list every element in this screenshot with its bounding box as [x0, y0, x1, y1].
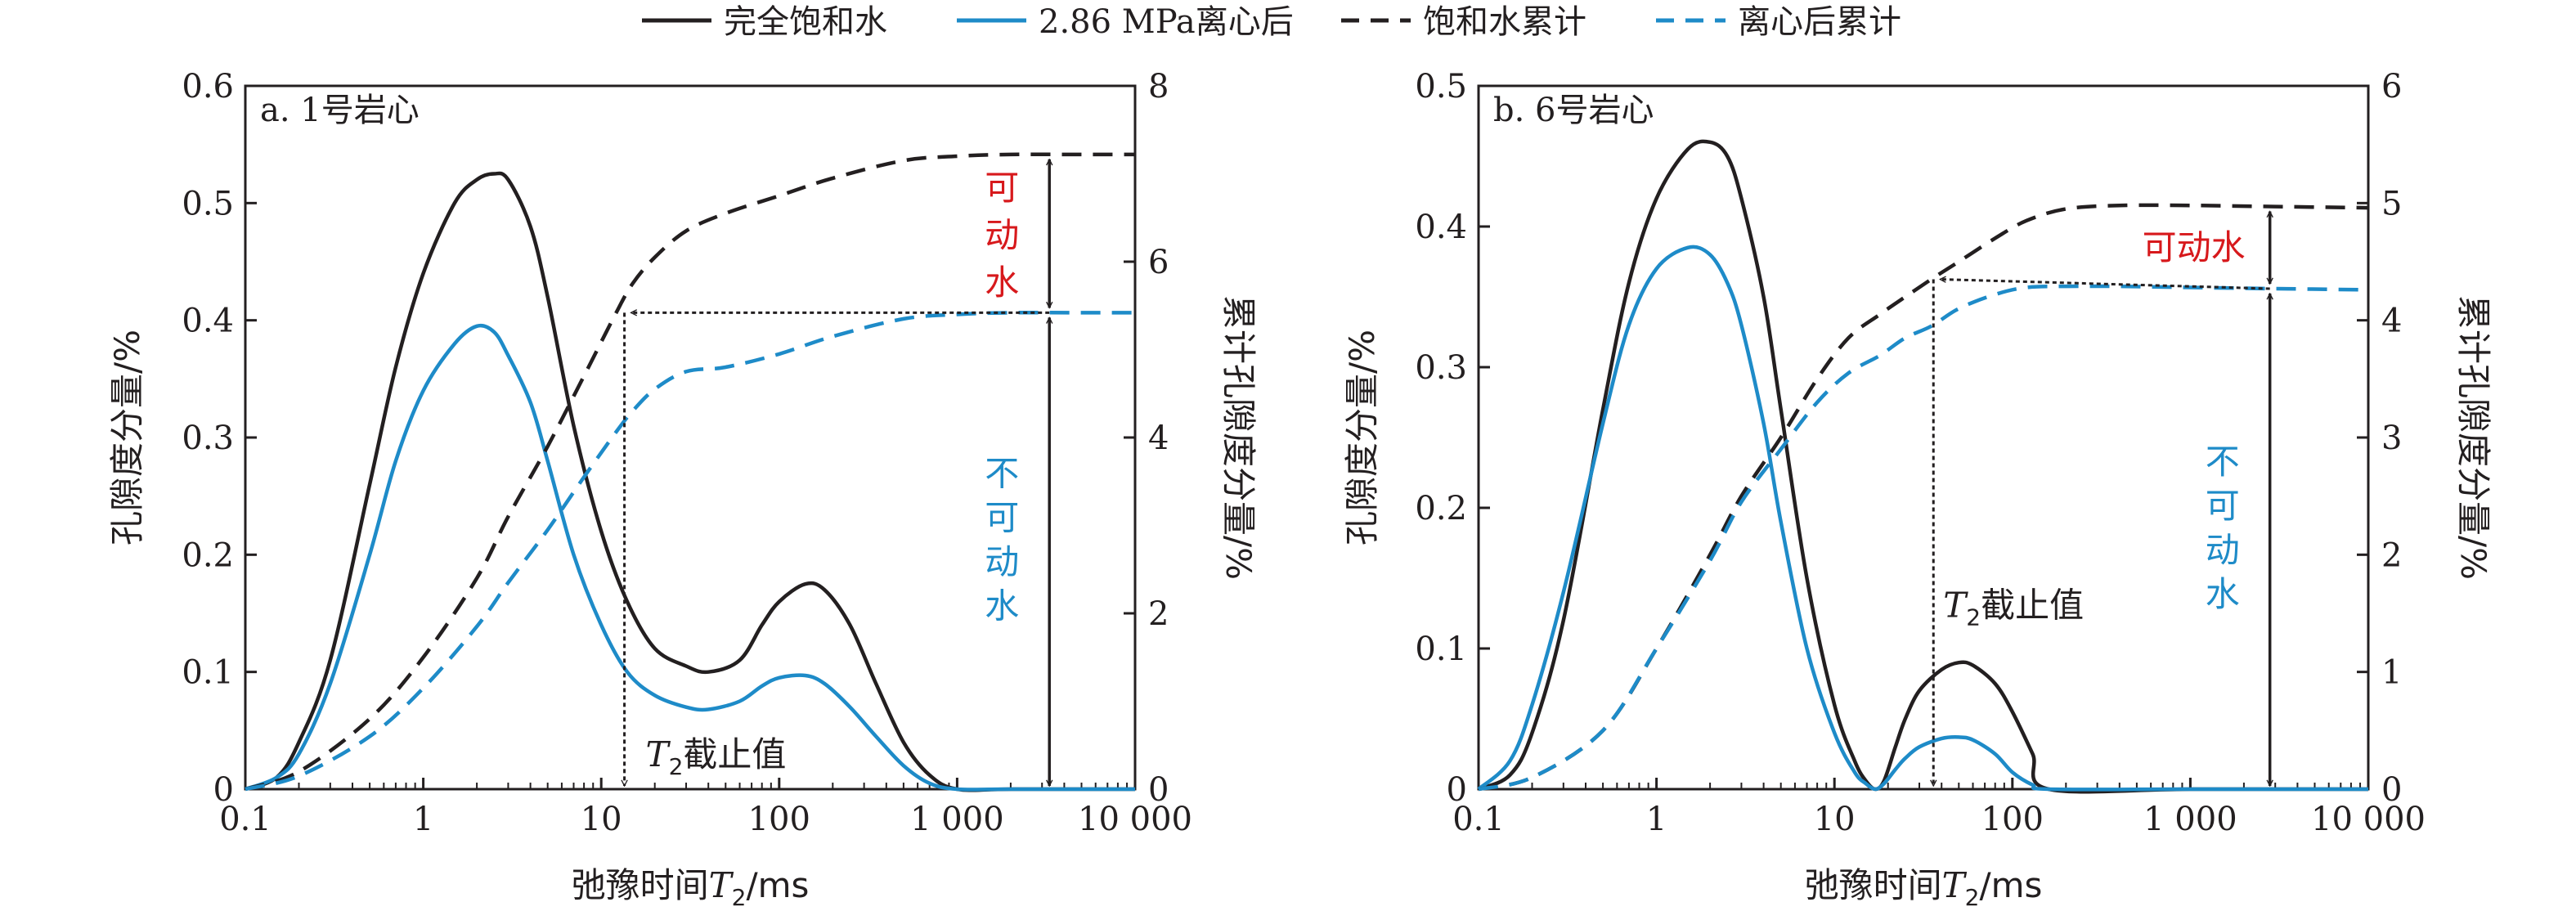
immovable-water-label: 不: [985, 454, 1019, 494]
y-left-tick-label: 0.5: [1415, 68, 1467, 105]
x-axis-label-sub: 2: [732, 884, 747, 911]
cutoff-label-sub: 2: [669, 753, 684, 780]
y-left-tick-label: 0.6: [182, 68, 234, 105]
series-layer: [245, 152, 1135, 792]
y-right-tick-label: 0: [1148, 771, 1169, 809]
x-axis-label-symbol: T: [709, 865, 734, 905]
y-right-tick-label: 6: [1148, 244, 1169, 281]
x-tick-label: 100: [1981, 801, 2044, 838]
x-tick-label: 1: [413, 801, 433, 838]
movable-water-label: 水: [985, 263, 1019, 303]
cutoff-label-symbol: T: [646, 734, 671, 774]
y-left-tick-label: 0.5: [182, 185, 234, 222]
y-right-tick-label: 8: [1148, 68, 1169, 105]
x-tick-label: 10: [1814, 801, 1856, 838]
x-axis-label: 弛豫时间T2/ms: [1805, 865, 2043, 911]
movable-water-label: 可动水: [2143, 227, 2246, 267]
y-right-tick-label: 2: [1148, 595, 1169, 633]
immovable-water-label: 可: [2206, 486, 2240, 526]
series-centrifuged-cumulative: [245, 310, 1135, 792]
x-tick-label: 0.1: [1452, 801, 1505, 838]
immovable-water-label: 不: [2206, 442, 2240, 482]
y-left-tick-label: 0.4: [1415, 209, 1467, 246]
y-right-tick-label: 0: [2381, 771, 2402, 809]
y-left-tick-label: 0.2: [182, 536, 234, 574]
x-axis-label-prefix: 弛豫时间: [572, 865, 709, 905]
x-axis-label-sub: 2: [1965, 884, 1980, 911]
x-axis-label-prefix: 弛豫时间: [1805, 865, 1942, 905]
y-right-tick-label: 3: [2381, 420, 2402, 457]
cutoff-label-text: 截止值: [683, 734, 786, 774]
x-tick-label: 10 000: [2311, 801, 2426, 838]
series-centrifuged: [1477, 245, 2368, 792]
tick-layer: 0.1 1 10 100 1 000 10 00000.10.20.30.40.50123…: [1415, 68, 2426, 838]
y-left-tick-label: 0.3: [182, 420, 234, 457]
x-axis-label-unit: /ms: [1979, 865, 2042, 905]
y-axis-label-left: 孔隙度分量/%: [107, 330, 147, 545]
cutoff-label: T2截止值: [1943, 586, 2084, 631]
x-axis-label: 弛豫时间T2/ms: [572, 865, 810, 911]
immovable-water-label: 动: [985, 542, 1019, 582]
panel-title: a. 1号岩心: [260, 92, 420, 129]
y-right-tick-label: 2: [2381, 536, 2402, 574]
cutoff-label-sub: 2: [1966, 604, 1981, 631]
legend-label-sat-cum: 饱和水累计: [1423, 3, 1586, 41]
x-tick-label: 1 000: [2143, 801, 2237, 838]
cutoff-horizontal-arrow: [1940, 280, 2270, 290]
x-tick-label: 0.1: [219, 801, 272, 838]
x-tick-label: 100: [748, 801, 810, 838]
legend-label-sat: 完全饱和水: [724, 3, 887, 41]
panel-title: b. 6号岩心: [1493, 92, 1654, 129]
y-right-tick-label: 5: [2381, 185, 2402, 222]
y-left-tick-label: 0.1: [182, 654, 234, 692]
series-saturated: [1478, 139, 2368, 794]
tick-layer: 0.1 1 10 100 1 000 10 00000.10.20.30.40.50.60…: [182, 68, 1192, 838]
y-left-tick-label: 0: [1447, 771, 1467, 809]
legend: 完全饱和水 2.86 MPa离心后 饱和水累计 离心后累计: [642, 3, 1901, 41]
y-right-tick-label: 4: [2381, 303, 2402, 340]
immovable-water-label: 水: [985, 586, 1019, 626]
x-tick-label: 10 000: [1078, 801, 1192, 838]
y-axis-label-right: 累计孔隙度分量/%: [2453, 295, 2493, 580]
y-axis-label-right: 累计孔隙度分量/%: [1218, 295, 1259, 580]
series-layer: [1477, 139, 2369, 794]
x-tick-label: 1: [1646, 801, 1667, 838]
immovable-water-label: 可: [985, 498, 1019, 538]
immovable-water-label: 水: [2206, 574, 2240, 614]
legend-label-cent: 2.86 MPa离心后: [1039, 3, 1294, 41]
x-axis-label-symbol: T: [1942, 865, 1968, 905]
series-saturated-cumulative: [245, 152, 1135, 792]
movable-water-label: 动: [985, 215, 1019, 255]
series-centrifuged: [245, 323, 1135, 792]
x-tick-label: 10: [581, 801, 622, 838]
cutoff-label-text: 截止值: [1981, 586, 2084, 626]
y-right-tick-label: 6: [2381, 68, 2402, 105]
y-left-tick-label: 0.4: [182, 303, 234, 340]
y-left-tick-label: 0.1: [1415, 631, 1467, 668]
x-axis-label-unit: /ms: [746, 865, 809, 905]
y-left-tick-label: 0: [213, 771, 234, 809]
x-tick-label: 1 000: [910, 801, 1004, 838]
panel-b: b. 6号岩心 0.1 1 10 100 1 000 10 00000.10.20.30.…: [1342, 68, 2493, 911]
cutoff-label: T2截止值: [646, 734, 787, 780]
y-left-tick-label: 0.3: [1415, 349, 1467, 387]
y-right-tick-label: 4: [1148, 420, 1169, 457]
y-left-tick-label: 0.2: [1415, 490, 1467, 527]
series-centrifuged-cumulative: [1478, 284, 2369, 792]
movable-water-label: 可: [985, 168, 1019, 208]
panel-a: a. 1号岩心 0.1 1 10 100 1 000 10 00000.10.20.30.…: [107, 68, 1259, 911]
y-right-tick-label: 1: [2381, 654, 2402, 692]
immovable-water-label: 动: [2206, 530, 2240, 570]
series-saturated-cumulative: [1478, 203, 2369, 792]
y-axis-label-left: 孔隙度分量/%: [1342, 330, 1382, 545]
cutoff-label-symbol: T: [1943, 586, 1968, 626]
legend-label-cent-cum: 离心后累计: [1738, 3, 1901, 41]
series-saturated: [245, 171, 1135, 792]
